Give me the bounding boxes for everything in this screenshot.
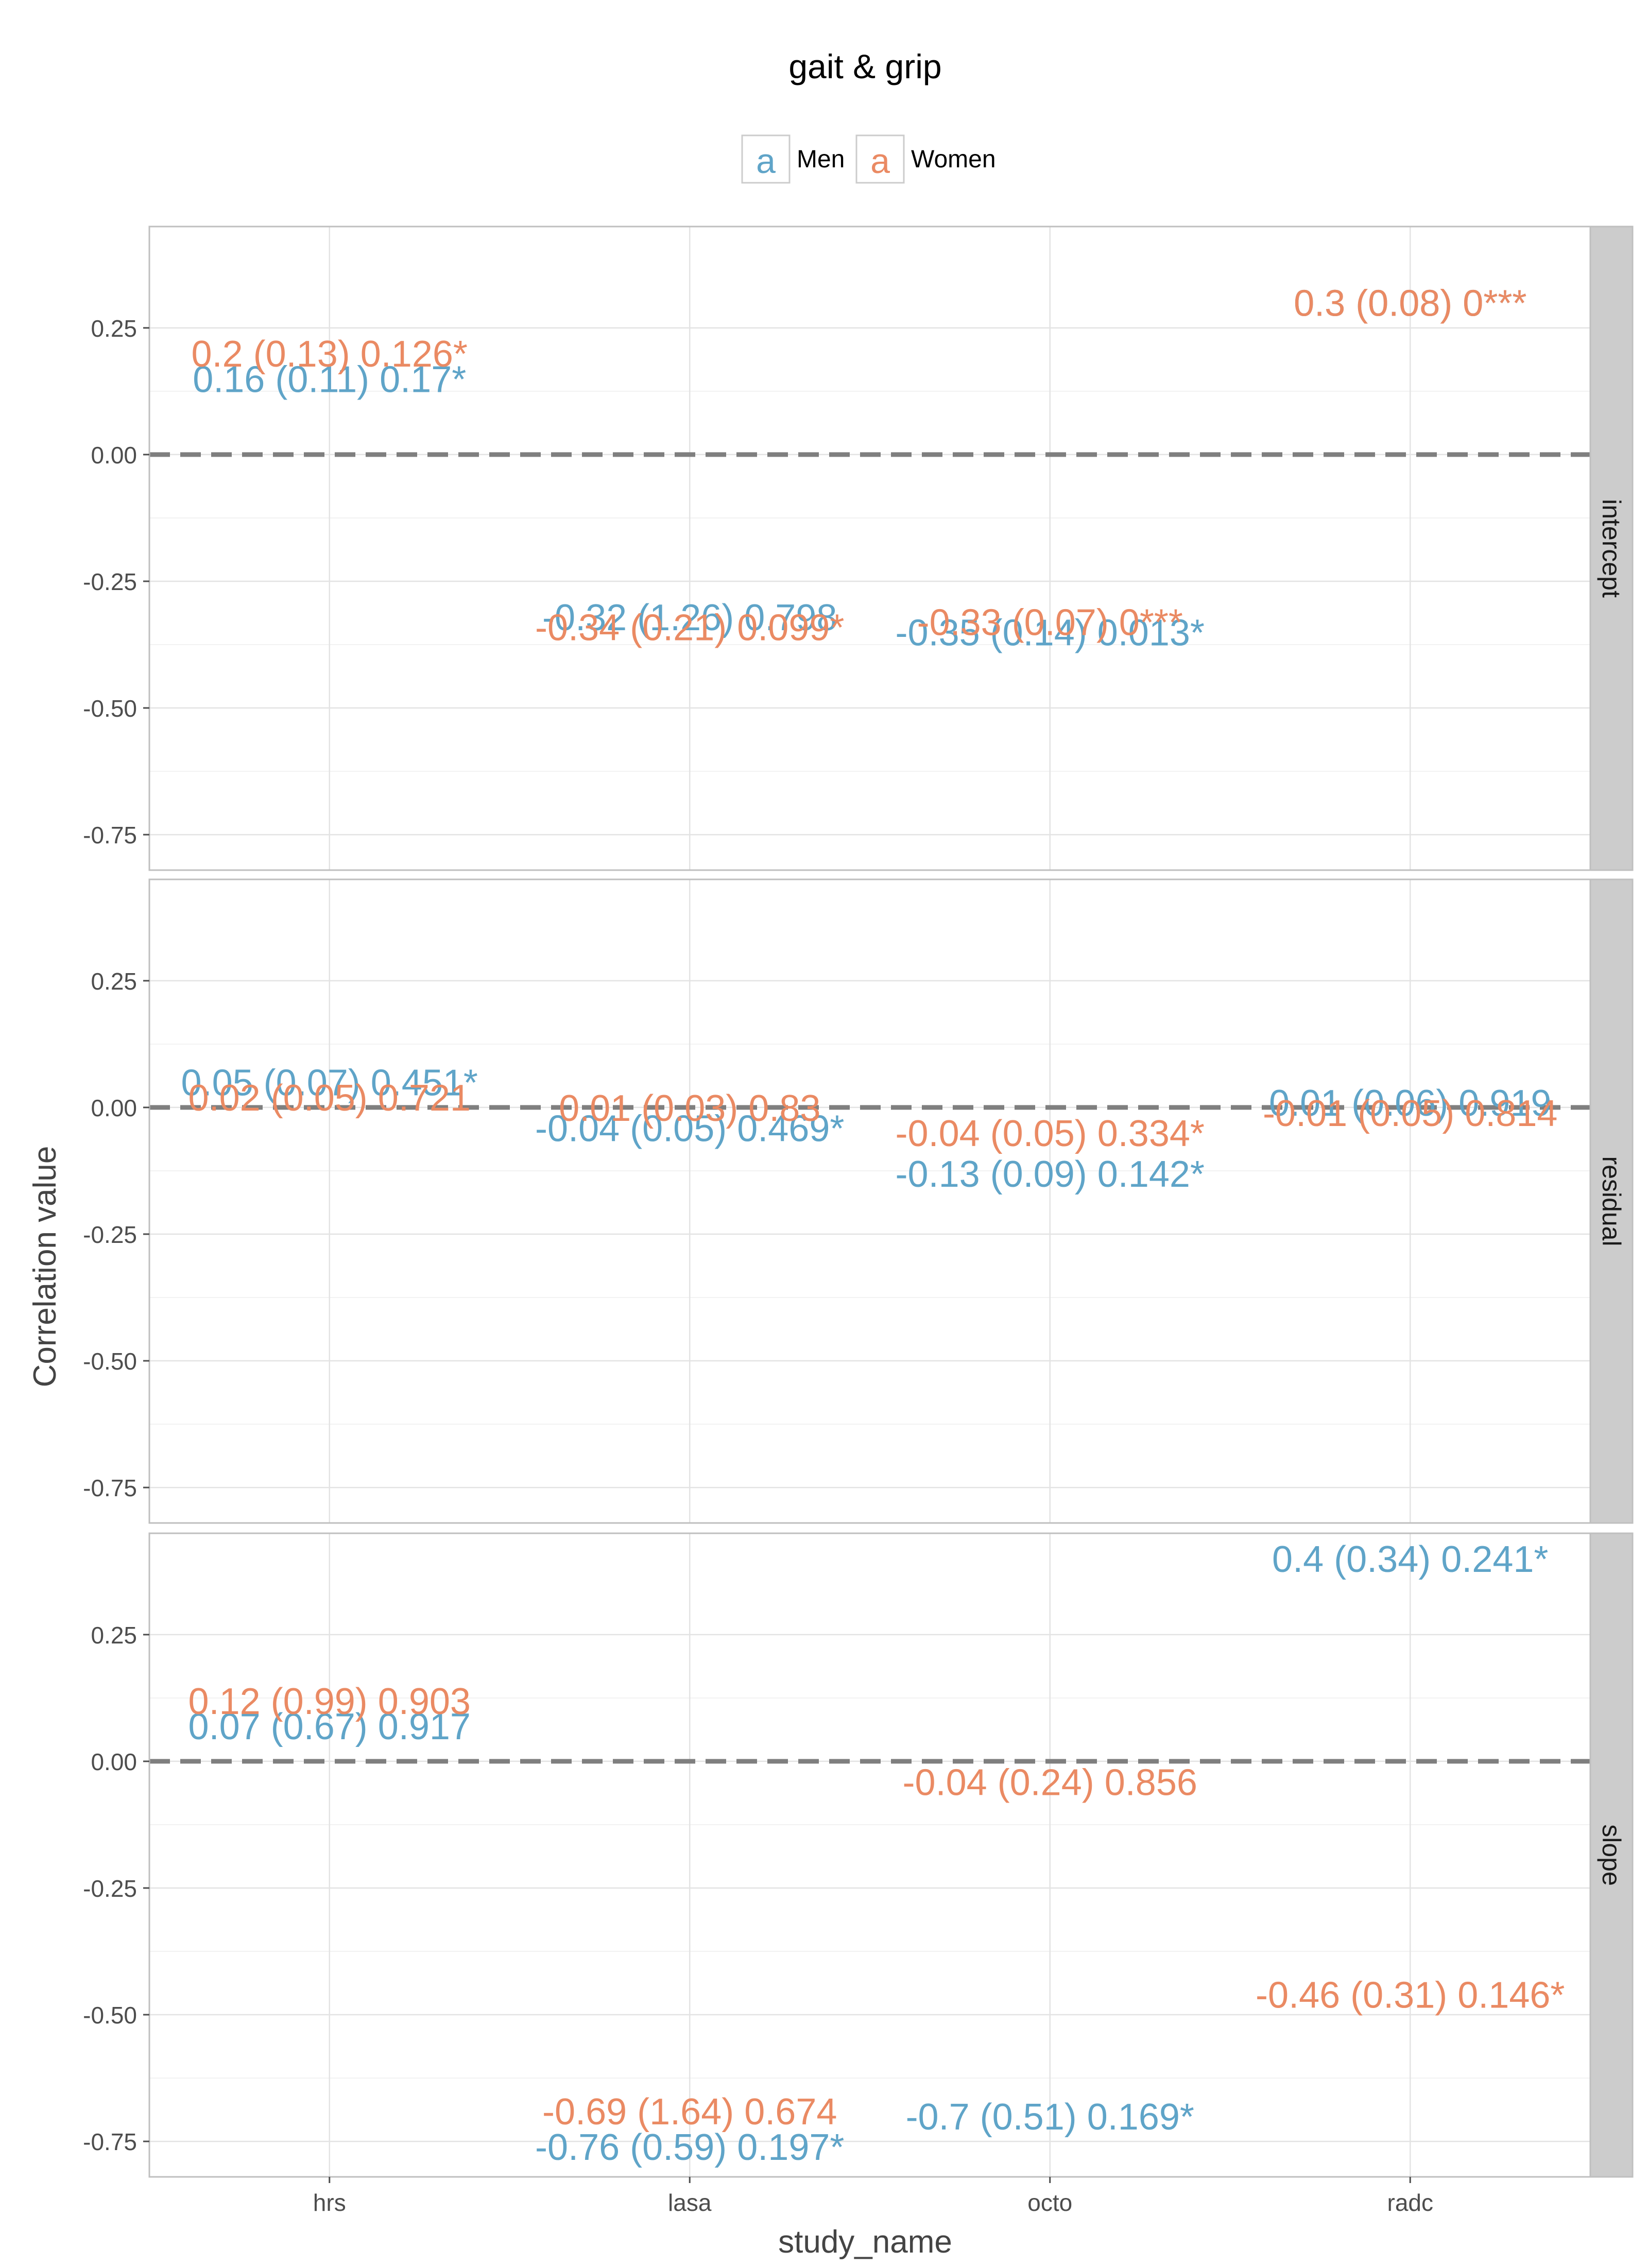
data-label-men: -0.76 (0.59) 0.197* [535, 2127, 844, 2168]
data-label-women: -0.69 (1.64) 0.674 [542, 2091, 837, 2133]
data-label-men: 0.16 (0.11) 0.17* [193, 359, 466, 400]
panel-slope: 0.07 (0.67) 0.917 -0.76 (0.59) 0.197* -0.7… [83, 1532, 1634, 2178]
legend-item-women: a Women [855, 134, 996, 184]
data-label-men: 0.05 (0.07) 0.451* [181, 1063, 478, 1104]
x-axis: hrs lasa octo radc [313, 2177, 1433, 2216]
panel-background [149, 879, 1590, 1523]
legend-label-women: Women [911, 146, 996, 173]
data-label-women: 0.12 (0.99) 0.903 [188, 1681, 471, 1722]
panels: 0.16 (0.11) 0.17* -0.32 (1.26) 0.798 -0.35… [83, 226, 1634, 2216]
panel-residual: 0.05 (0.07) 0.451* -0.04 (0.05) 0.469* -0.… [83, 878, 1634, 1524]
chart-title: gait & grip [788, 47, 941, 85]
legend-key-men [741, 134, 791, 184]
data-label-men: -0.13 (0.09) 0.142* [896, 1154, 1205, 1195]
y-tick-label: 0.25 [91, 968, 137, 995]
data-label-women: -0.33 (0.07) 0*** [917, 602, 1183, 644]
y-tick-label: 0.00 [91, 1748, 137, 1775]
panel-intercept: 0.16 (0.11) 0.17* -0.32 (1.26) 0.798 -0.35… [83, 226, 1634, 871]
data-label-women: -0.04 (0.05) 0.334* [896, 1113, 1205, 1154]
y-axis-label: Correlation value [27, 1146, 63, 1388]
data-label-men: -0.7 (0.51) 0.169* [906, 2097, 1194, 2138]
x-tick-label: radc [1387, 2189, 1433, 2216]
data-label-women: -0.46 (0.31) 0.146* [1256, 1975, 1565, 2016]
facet-strip [1589, 226, 1634, 871]
data-label-women: -0.34 (0.21) 0.099* [535, 608, 844, 649]
y-tick-label: -0.75 [83, 1475, 137, 1501]
data-label-women: 0.01 (0.03) 0.83 [559, 1088, 820, 1129]
data-label-men: 0.07 (0.67) 0.917 [188, 1706, 471, 1747]
panel-background [149, 1533, 1590, 2177]
facet-strip-label: slope [1597, 1824, 1626, 1886]
legend-key-glyph-women: a [870, 142, 890, 181]
data-label-women: 0.2 (0.13) 0.126* [192, 334, 468, 375]
legend-key-women [855, 134, 905, 184]
panel-background [149, 227, 1590, 870]
y-tick-label: -0.75 [83, 822, 137, 849]
y-tick-label: -0.75 [83, 2128, 137, 2155]
y-tick-label: 0.00 [91, 442, 137, 469]
y-tick-label: -0.50 [83, 2002, 137, 2029]
data-label-women: -0.01 (0.05) 0.814 [1263, 1093, 1557, 1134]
data-label-men: 0.3 (0.08) 0*** [1294, 283, 1526, 324]
data-label-women: -0.04 (0.24) 0.856 [903, 1762, 1197, 1803]
y-tick-label: -0.25 [83, 1875, 137, 1902]
y-tick-label: -0.25 [83, 568, 137, 595]
facet-strip-label: residual [1597, 1156, 1626, 1246]
x-axis-label: study_name [778, 2224, 952, 2260]
y-tick-label: 0.25 [91, 1622, 137, 1649]
data-label-men: 0.01 (0.06) 0.919 [1269, 1083, 1551, 1124]
legend-key-glyph-men: a [756, 142, 776, 181]
y-tick-label: -0.50 [83, 1348, 137, 1375]
data-label-women: 0.3 (0.08) 0*** [1294, 283, 1526, 324]
data-label-women: 0.02 (0.05) 0.721 [188, 1078, 471, 1119]
legend-item-men: a Men [741, 134, 845, 184]
data-label-men: -0.04 (0.05) 0.469* [535, 1108, 844, 1149]
x-tick-label: octo [1027, 2189, 1072, 2216]
data-label-men: -0.35 (0.14) 0.013* [896, 612, 1205, 653]
data-label-men: -0.32 (1.26) 0.798 [542, 597, 837, 638]
facet-strip-label: intercept [1597, 499, 1626, 598]
legend-label-men: Men [797, 146, 845, 173]
y-tick-label: 0.00 [91, 1095, 137, 1121]
y-tick-label: 0.25 [91, 315, 137, 342]
x-tick-label: lasa [668, 2189, 712, 2216]
data-label-men: 0.4 (0.34) 0.241* [1272, 1539, 1548, 1580]
y-tick-label: -0.50 [83, 695, 137, 722]
facet-strip [1589, 1532, 1634, 2178]
facet-strip [1589, 878, 1634, 1524]
x-tick-label: hrs [313, 2189, 346, 2216]
y-tick-label: -0.25 [83, 1221, 137, 1248]
legend: a Men a Women [741, 134, 996, 184]
